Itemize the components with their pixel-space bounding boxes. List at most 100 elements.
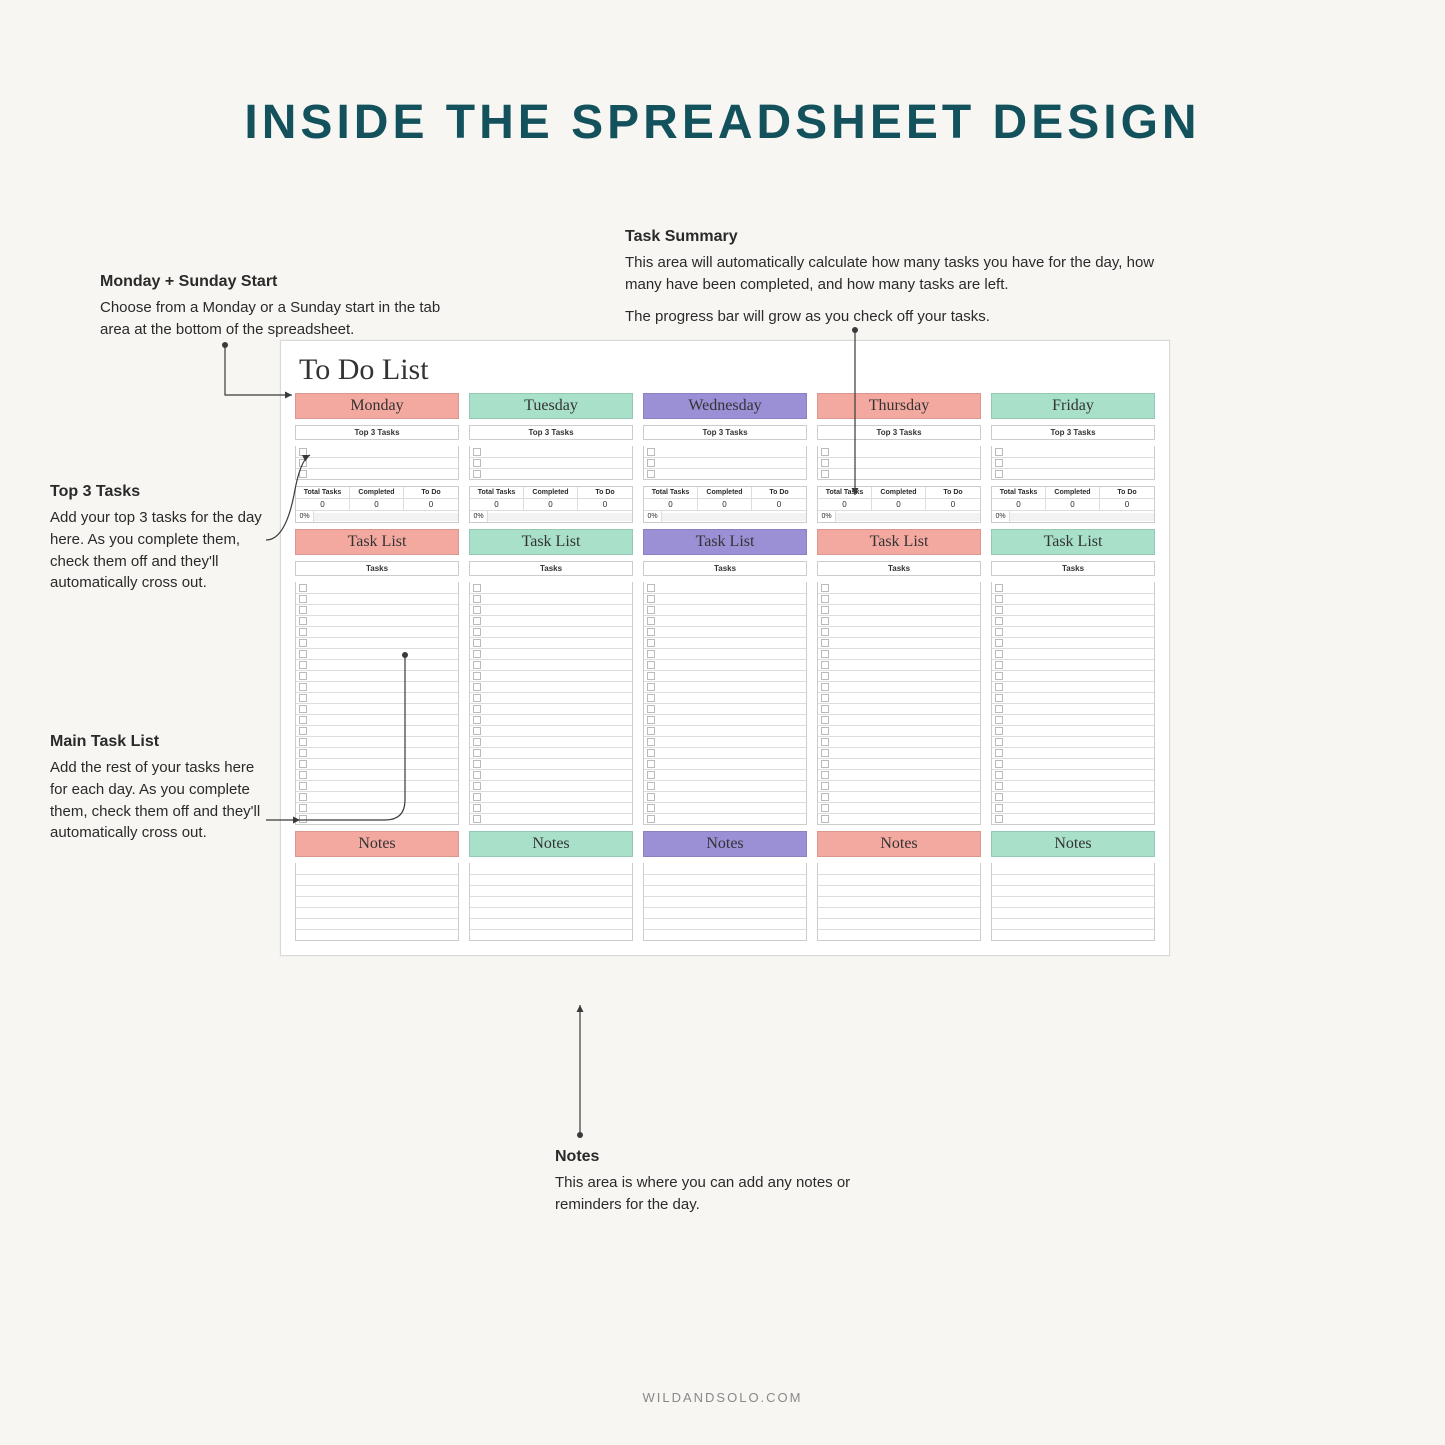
checkbox-icon[interactable] — [995, 628, 1003, 636]
checkbox-icon[interactable] — [647, 760, 655, 768]
notes-row[interactable] — [296, 929, 458, 940]
task-row[interactable] — [818, 468, 980, 479]
task-row[interactable] — [644, 780, 806, 791]
task-row[interactable] — [818, 758, 980, 769]
checkbox-icon[interactable] — [473, 760, 481, 768]
checkbox-icon[interactable] — [995, 672, 1003, 680]
task-row[interactable] — [818, 747, 980, 758]
notes-row[interactable] — [470, 874, 632, 885]
checkbox-icon[interactable] — [299, 705, 307, 713]
task-row[interactable] — [470, 670, 632, 681]
task-row[interactable] — [992, 670, 1154, 681]
task-row[interactable] — [644, 468, 806, 479]
task-row[interactable] — [992, 637, 1154, 648]
checkbox-icon[interactable] — [647, 448, 655, 456]
task-row[interactable] — [644, 659, 806, 670]
checkbox-icon[interactable] — [299, 738, 307, 746]
checkbox-icon[interactable] — [821, 771, 829, 779]
task-row[interactable] — [470, 791, 632, 802]
notes-row[interactable] — [296, 863, 458, 874]
task-row[interactable] — [296, 446, 458, 457]
task-row[interactable] — [644, 670, 806, 681]
checkbox-icon[interactable] — [299, 470, 307, 478]
notes-row[interactable] — [296, 907, 458, 918]
task-row[interactable] — [296, 703, 458, 714]
checkbox-icon[interactable] — [995, 760, 1003, 768]
checkbox-icon[interactable] — [473, 606, 481, 614]
checkbox-icon[interactable] — [299, 716, 307, 724]
checkbox-icon[interactable] — [473, 705, 481, 713]
checkbox-icon[interactable] — [821, 760, 829, 768]
task-row[interactable] — [992, 736, 1154, 747]
task-row[interactable] — [470, 758, 632, 769]
task-row[interactable] — [470, 692, 632, 703]
task-row[interactable] — [644, 758, 806, 769]
checkbox-icon[interactable] — [299, 606, 307, 614]
task-row[interactable] — [470, 446, 632, 457]
task-row[interactable] — [296, 670, 458, 681]
task-row[interactable] — [296, 593, 458, 604]
task-row[interactable] — [296, 604, 458, 615]
checkbox-icon[interactable] — [647, 705, 655, 713]
task-row[interactable] — [644, 736, 806, 747]
checkbox-icon[interactable] — [821, 628, 829, 636]
checkbox-icon[interactable] — [473, 727, 481, 735]
checkbox-icon[interactable] — [647, 639, 655, 647]
checkbox-icon[interactable] — [473, 716, 481, 724]
checkbox-icon[interactable] — [995, 782, 1003, 790]
checkbox-icon[interactable] — [821, 584, 829, 592]
task-row[interactable] — [470, 703, 632, 714]
checkbox-icon[interactable] — [821, 672, 829, 680]
checkbox-icon[interactable] — [299, 683, 307, 691]
task-row[interactable] — [296, 457, 458, 468]
task-row[interactable] — [470, 637, 632, 648]
task-row[interactable] — [296, 813, 458, 824]
notes-row[interactable] — [992, 929, 1154, 940]
checkbox-icon[interactable] — [647, 584, 655, 592]
checkbox-icon[interactable] — [995, 738, 1003, 746]
checkbox-icon[interactable] — [473, 470, 481, 478]
checkbox-icon[interactable] — [473, 771, 481, 779]
checkbox-icon[interactable] — [821, 782, 829, 790]
task-row[interactable] — [296, 791, 458, 802]
checkbox-icon[interactable] — [821, 738, 829, 746]
task-row[interactable] — [818, 626, 980, 637]
task-row[interactable] — [992, 725, 1154, 736]
checkbox-icon[interactable] — [647, 606, 655, 614]
task-row[interactable] — [296, 582, 458, 593]
checkbox-icon[interactable] — [473, 782, 481, 790]
task-row[interactable] — [644, 769, 806, 780]
notes-row[interactable] — [470, 863, 632, 874]
task-row[interactable] — [818, 736, 980, 747]
checkbox-icon[interactable] — [299, 727, 307, 735]
task-row[interactable] — [470, 736, 632, 747]
notes-row[interactable] — [296, 874, 458, 885]
checkbox-icon[interactable] — [821, 595, 829, 603]
task-row[interactable] — [296, 692, 458, 703]
task-row[interactable] — [296, 615, 458, 626]
checkbox-icon[interactable] — [647, 749, 655, 757]
task-row[interactable] — [644, 692, 806, 703]
notes-row[interactable] — [818, 929, 980, 940]
checkbox-icon[interactable] — [995, 470, 1003, 478]
checkbox-icon[interactable] — [821, 448, 829, 456]
notes-row[interactable] — [992, 907, 1154, 918]
checkbox-icon[interactable] — [473, 793, 481, 801]
notes-row[interactable] — [818, 918, 980, 929]
task-row[interactable] — [992, 802, 1154, 813]
checkbox-icon[interactable] — [821, 650, 829, 658]
checkbox-icon[interactable] — [647, 650, 655, 658]
task-row[interactable] — [992, 648, 1154, 659]
task-row[interactable] — [470, 604, 632, 615]
task-row[interactable] — [992, 582, 1154, 593]
checkbox-icon[interactable] — [299, 760, 307, 768]
checkbox-icon[interactable] — [473, 672, 481, 680]
task-row[interactable] — [470, 626, 632, 637]
notes-row[interactable] — [992, 885, 1154, 896]
task-row[interactable] — [644, 681, 806, 692]
checkbox-icon[interactable] — [821, 683, 829, 691]
checkbox-icon[interactable] — [473, 628, 481, 636]
task-row[interactable] — [818, 648, 980, 659]
checkbox-icon[interactable] — [995, 749, 1003, 757]
task-row[interactable] — [644, 725, 806, 736]
